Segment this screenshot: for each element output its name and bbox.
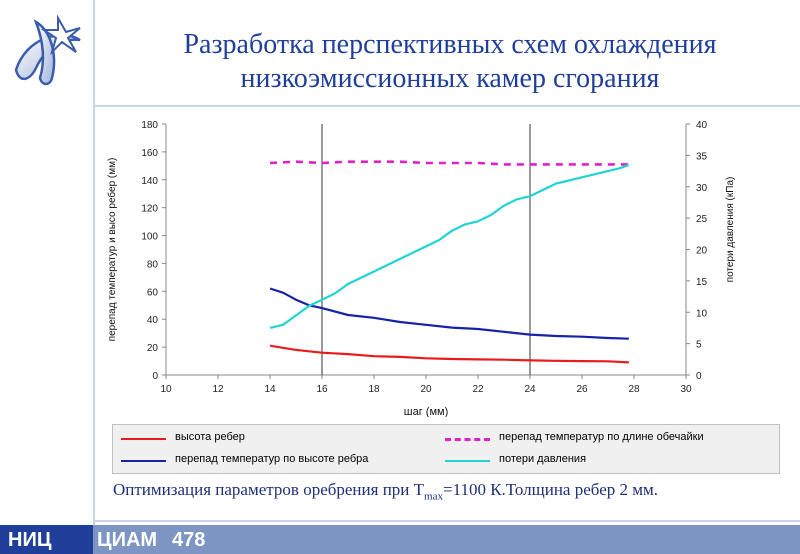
y-right-tick-label: 10 [696, 308, 708, 319]
y-right-tick-label: 15 [696, 277, 708, 288]
y-left-tick-label: 160 [141, 148, 158, 159]
y-right-tick-label: 25 [696, 214, 708, 225]
y-right-tick-label: 40 [696, 120, 708, 131]
y-left-tick-label: 20 [147, 343, 159, 354]
y-right-tick-label: 5 [696, 340, 702, 351]
legend-swatch-1 [121, 438, 166, 440]
y-left-tick-label: 40 [147, 315, 159, 326]
legend-swatch-2 [445, 438, 490, 441]
legend-swatch-3 [121, 460, 166, 462]
footer-page-number: 478 [172, 529, 206, 551]
series-line-2 [269, 160, 629, 166]
y-left-tick-label: 60 [147, 287, 159, 298]
line-chart: 10 12 14 16 18 20 22 24 26 28 30020406080100120140… [106, 120, 736, 417]
legend-swatch-4 [445, 460, 490, 462]
x-tick-label: 28 [628, 384, 640, 395]
y-right-tick-label: 30 [696, 183, 708, 194]
y-left-tick-label: 100 [141, 232, 158, 243]
y-left-tick-label: 0 [152, 371, 158, 382]
x-tick-label: 30 [680, 384, 692, 395]
footer-org-niz: НИЦ [8, 529, 52, 551]
title-line-2: низкоэмиссионных камер сгорания [240, 63, 660, 94]
caption-prefix: Оптимизация параметров оребрения при T [113, 480, 425, 499]
y-left-tick-label: 80 [147, 259, 159, 270]
x-tick-label: 12 [212, 384, 224, 395]
y-right-tick-label: 0 [696, 371, 702, 382]
footer-bar [0, 525, 800, 554]
y-axis-label-right: потери давления (кПа) [725, 177, 736, 283]
divider-vertical [93, 0, 95, 525]
y-axis-label-left: перепад температур и высо ребер (мм) [106, 158, 118, 342]
title-line-1: Разработка перспективных схем охлаждения [183, 29, 717, 60]
page-title: Разработка перспективных схем охлаждения… [110, 28, 790, 96]
footer-left-block [0, 525, 93, 554]
y-right-tick-label: 35 [696, 151, 708, 162]
legend-label-3: перепад температур по высоте ребра [175, 453, 369, 465]
ciam-logo-icon [14, 14, 81, 86]
x-tick-label: 18 [368, 384, 380, 395]
y-left-tick-label: 180 [141, 120, 158, 131]
x-tick-label: 14 [264, 384, 276, 395]
series-line-1 [269, 344, 629, 364]
x-tick-label: 24 [524, 384, 536, 395]
left-band [0, 0, 93, 554]
footer-divider [93, 520, 800, 522]
chart-caption: Оптимизация параметров оребрения при Tma… [113, 480, 658, 502]
y-left-tick-label: 140 [141, 176, 158, 187]
series-line-4 [269, 163, 630, 329]
chart-legend: высота ребер перепад температур по длине … [112, 424, 780, 474]
caption-subscript: max [424, 490, 443, 503]
x-tick-label: 22 [472, 384, 484, 395]
x-axis-label: шаг (мм) [404, 406, 448, 417]
footer-org-ciam: ЦИАМ [97, 529, 158, 551]
divider-horizontal [93, 105, 800, 107]
legend-label-4: потери давления [499, 453, 587, 465]
x-tick-label: 26 [576, 384, 588, 395]
y-right-tick-label: 20 [696, 246, 708, 257]
x-tick-label: 20 [420, 384, 432, 395]
y-left-tick-label: 120 [141, 204, 158, 215]
legend-label-1: высота ребер [175, 431, 245, 443]
caption-suffix: =1100 К.Толщина ребер 2 мм. [442, 480, 659, 499]
legend-label-2: перепад температур по длине обечайки [499, 431, 704, 443]
x-tick-label: 16 [316, 384, 328, 395]
x-tick-label: 10 [160, 384, 172, 395]
series-line-3 [269, 287, 629, 340]
